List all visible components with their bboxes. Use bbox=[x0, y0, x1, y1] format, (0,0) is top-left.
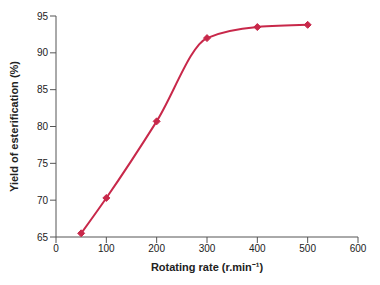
svg-text:65: 65 bbox=[37, 232, 49, 243]
svg-text:85: 85 bbox=[37, 84, 49, 95]
svg-text:300: 300 bbox=[199, 243, 216, 254]
svg-text:Rotating rate (r.min⁻¹): Rotating rate (r.min⁻¹) bbox=[151, 261, 264, 273]
svg-text:90: 90 bbox=[37, 47, 49, 58]
svg-text:500: 500 bbox=[299, 243, 316, 254]
svg-text:600: 600 bbox=[350, 243, 367, 254]
svg-text:75: 75 bbox=[37, 158, 49, 169]
svg-text:70: 70 bbox=[37, 195, 49, 206]
svg-text:400: 400 bbox=[249, 243, 266, 254]
svg-text:95: 95 bbox=[37, 11, 49, 22]
svg-text:80: 80 bbox=[37, 121, 49, 132]
svg-text:Yield of esterification (%): Yield of esterification (%) bbox=[8, 61, 20, 192]
svg-text:100: 100 bbox=[98, 243, 115, 254]
svg-text:200: 200 bbox=[148, 243, 165, 254]
svg-text:0: 0 bbox=[53, 243, 59, 254]
